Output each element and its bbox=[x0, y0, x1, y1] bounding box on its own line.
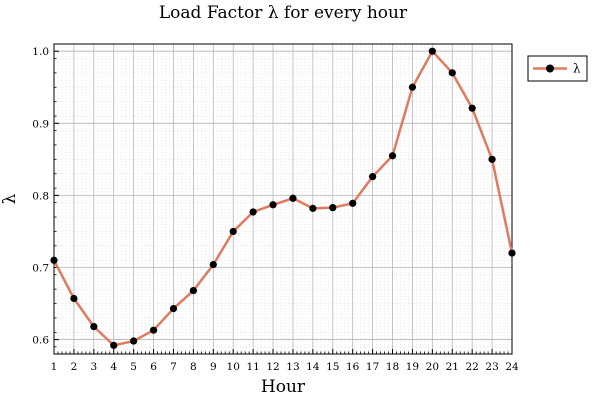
data-point bbox=[50, 256, 58, 264]
legend: λ bbox=[527, 55, 588, 82]
data-point bbox=[269, 201, 277, 209]
series-line bbox=[52, 49, 514, 347]
plot-frame bbox=[53, 43, 513, 355]
x-tick-label: 10 bbox=[227, 361, 240, 373]
data-point bbox=[169, 304, 178, 313]
data-point bbox=[408, 83, 417, 91]
data-point bbox=[369, 173, 377, 181]
x-tick-label: 3 bbox=[90, 361, 97, 373]
y-tick-label: 0.9 bbox=[32, 118, 49, 130]
data-point bbox=[110, 341, 118, 349]
x-tick-label: 16 bbox=[346, 361, 360, 373]
data-point bbox=[388, 152, 397, 160]
chart-title: Load Factor λ for every hour bbox=[159, 3, 408, 23]
data-point bbox=[488, 155, 496, 163]
data-point bbox=[448, 69, 456, 77]
x-tick-label: 14 bbox=[306, 361, 320, 373]
data-point bbox=[70, 294, 78, 303]
minor-grid bbox=[54, 44, 512, 354]
data-point bbox=[309, 204, 317, 212]
y-tick-label: 0.8 bbox=[32, 190, 49, 202]
data-point bbox=[229, 227, 237, 236]
x-tick-label: 24 bbox=[505, 361, 519, 373]
x-tick-label: 1 bbox=[51, 361, 58, 373]
x-axis-label: Hour bbox=[261, 377, 306, 397]
x-tick-label: 7 bbox=[170, 361, 177, 373]
x-tick-label: 19 bbox=[406, 361, 419, 373]
x-tick-label: 15 bbox=[326, 361, 339, 373]
x-axis-ticks: 1 2 3 4 5 6 7 8 9 10 11 12 13 14 15 16 17 18 19 20 21 22 23 24 bbox=[51, 349, 519, 373]
data-point bbox=[428, 47, 436, 55]
legend-series-marker bbox=[546, 64, 554, 73]
x-tick-label: 22 bbox=[465, 361, 478, 373]
x-tick-label: 11 bbox=[246, 361, 259, 373]
x-tick-label: 2 bbox=[71, 361, 78, 373]
data-point bbox=[329, 204, 337, 212]
x-tick-label: 4 bbox=[110, 361, 117, 373]
x-tick-label: 20 bbox=[426, 361, 439, 373]
series-layer bbox=[50, 47, 516, 349]
data-point bbox=[508, 249, 516, 257]
x-tick-label: 12 bbox=[266, 361, 279, 373]
x-tick-label: 9 bbox=[210, 361, 217, 373]
data-point bbox=[130, 337, 138, 345]
x-tick-label: 5 bbox=[130, 361, 137, 373]
x-tick-label: 17 bbox=[366, 361, 379, 373]
data-point bbox=[289, 194, 297, 202]
x-tick-label: 8 bbox=[190, 361, 197, 373]
data-point bbox=[149, 326, 158, 334]
data-point bbox=[90, 323, 98, 331]
data-point bbox=[249, 208, 257, 216]
y-tick-label: 1.0 bbox=[32, 46, 49, 58]
y-axis-label: λ bbox=[0, 193, 20, 204]
x-tick-label: 13 bbox=[286, 361, 299, 373]
y-axis-ticks: 0.6 0.7 0.8 0.9 1.0 bbox=[32, 46, 59, 348]
data-point bbox=[349, 199, 357, 207]
data-point bbox=[209, 261, 217, 269]
y-tick-label: 0.7 bbox=[32, 262, 49, 274]
x-tick-label: 18 bbox=[386, 361, 399, 373]
x-tick-label: 23 bbox=[485, 361, 498, 373]
data-point bbox=[189, 286, 197, 295]
legend-series-label: λ bbox=[573, 62, 581, 76]
data-point bbox=[468, 104, 476, 112]
major-grid bbox=[53, 44, 513, 354]
y-tick-label: 0.6 bbox=[32, 335, 49, 347]
x-tick-label: 21 bbox=[446, 361, 459, 373]
x-tick-label: 6 bbox=[150, 361, 157, 373]
